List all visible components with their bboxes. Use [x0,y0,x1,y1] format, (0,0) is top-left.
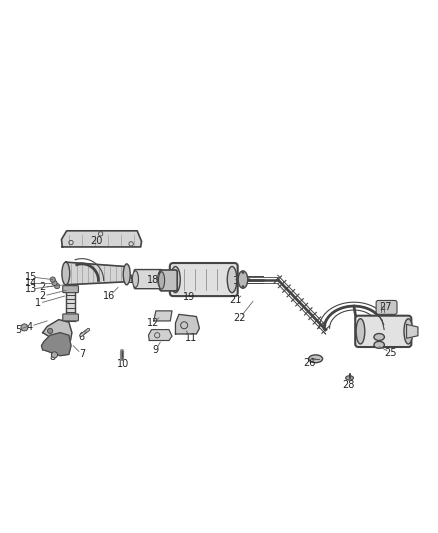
Polygon shape [43,320,72,344]
Ellipse shape [227,266,237,293]
Circle shape [21,324,28,331]
FancyBboxPatch shape [63,314,78,321]
Text: 11: 11 [184,333,197,343]
Text: 20: 20 [90,236,102,246]
Polygon shape [148,329,172,341]
Text: 25: 25 [385,348,397,358]
Ellipse shape [374,334,385,341]
Circle shape [50,277,55,282]
Text: 2: 2 [39,282,46,293]
Polygon shape [176,314,199,334]
Text: 28: 28 [343,380,355,390]
Text: 6: 6 [79,332,85,342]
FancyBboxPatch shape [170,263,238,296]
Ellipse shape [309,355,322,362]
Text: 17: 17 [128,276,140,286]
Circle shape [54,284,60,289]
FancyBboxPatch shape [355,316,411,347]
Circle shape [60,336,66,341]
Text: 22: 22 [233,313,246,323]
Text: 13: 13 [25,284,37,294]
Text: 9: 9 [153,345,159,355]
Text: 8: 8 [49,352,56,362]
Circle shape [242,285,244,288]
Text: 1: 1 [35,298,42,309]
Text: 15: 15 [25,272,37,282]
Polygon shape [154,311,172,321]
Ellipse shape [356,319,365,344]
Ellipse shape [171,266,180,293]
Circle shape [242,271,244,274]
Text: 2: 2 [39,291,46,301]
Text: 27: 27 [379,302,392,312]
Ellipse shape [346,376,353,380]
Ellipse shape [374,341,385,349]
Text: 14: 14 [25,278,37,288]
Ellipse shape [62,262,70,285]
Ellipse shape [123,264,130,285]
Ellipse shape [238,271,248,288]
Polygon shape [61,231,141,247]
Text: 21: 21 [230,295,242,305]
Circle shape [236,278,238,281]
Ellipse shape [132,271,138,287]
Ellipse shape [158,271,164,287]
Text: 7: 7 [79,350,85,359]
Text: 26: 26 [304,358,316,368]
FancyBboxPatch shape [160,270,177,291]
Text: 18: 18 [147,276,159,286]
Circle shape [52,280,57,286]
FancyBboxPatch shape [63,286,78,293]
Text: 4: 4 [27,321,33,332]
Circle shape [51,352,57,358]
Text: 10: 10 [117,359,129,369]
Text: 12: 12 [147,318,159,328]
Ellipse shape [159,272,165,289]
Text: 5: 5 [16,325,22,335]
Text: 19: 19 [183,292,195,302]
FancyBboxPatch shape [134,270,162,289]
Polygon shape [66,286,74,321]
Circle shape [47,328,53,334]
FancyBboxPatch shape [376,301,397,314]
Polygon shape [66,262,127,285]
Text: 16: 16 [103,291,116,301]
Circle shape [248,278,251,281]
Ellipse shape [404,319,413,344]
Polygon shape [42,333,71,356]
Polygon shape [406,325,418,338]
